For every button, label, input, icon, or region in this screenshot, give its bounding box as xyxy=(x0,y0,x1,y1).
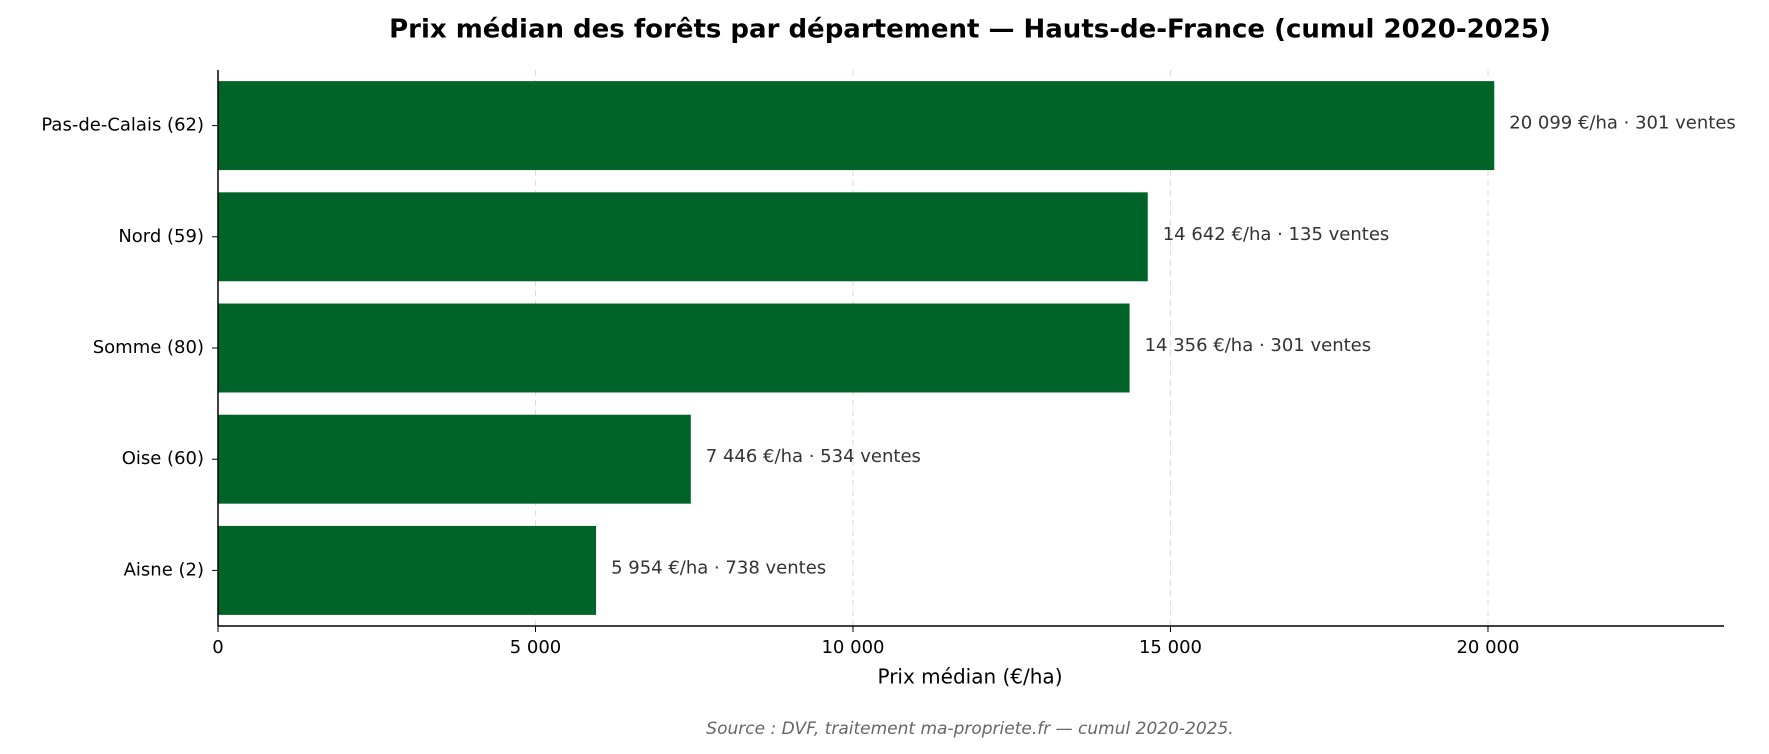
x-tick-label: 10 000 xyxy=(821,637,884,658)
x-axis-label: Prix médian (€/ha) xyxy=(877,665,1062,689)
y-tick-label: Nord (59) xyxy=(118,226,204,247)
bar xyxy=(218,414,691,504)
value-label: 14 642 €/ha · 135 ventes xyxy=(1163,224,1390,245)
source-note: Source : DVF, traitement ma-propriete.fr… xyxy=(706,719,1233,739)
x-tick-label: 0 xyxy=(212,637,223,658)
bar xyxy=(218,525,597,615)
value-label: 20 099 €/ha · 301 ventes xyxy=(1509,113,1736,134)
value-label: 7 446 €/ha · 534 ventes xyxy=(706,446,921,467)
chart-title: Prix médian des forêts par département —… xyxy=(389,15,1551,45)
bar xyxy=(218,192,1148,282)
y-tick-label: Pas-de-Calais (62) xyxy=(41,115,204,136)
x-tick-label: 15 000 xyxy=(1139,637,1202,658)
y-tick-label: Aisne (2) xyxy=(124,559,204,580)
y-tick-label: Oise (60) xyxy=(122,448,204,469)
value-label: 14 356 €/ha · 301 ventes xyxy=(1145,335,1372,356)
x-tick-label: 5 000 xyxy=(510,637,562,658)
bar xyxy=(218,81,1495,171)
x-tick-label: 20 000 xyxy=(1456,637,1519,658)
value-label: 5 954 €/ha · 738 ventes xyxy=(611,557,826,578)
bar xyxy=(218,303,1130,393)
y-tick-label: Somme (80) xyxy=(93,337,204,358)
